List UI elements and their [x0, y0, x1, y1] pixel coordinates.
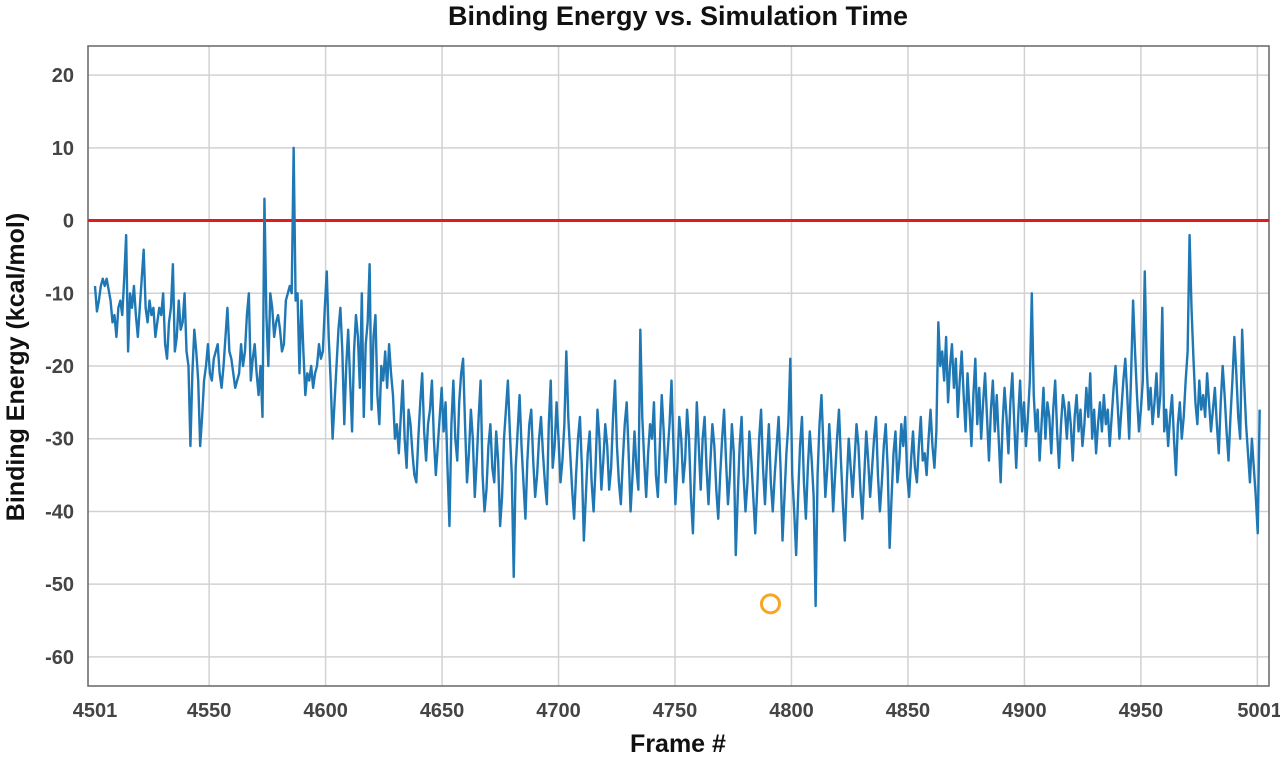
y-tick-label: -30: [45, 429, 74, 451]
y-tick-label: 0: [63, 211, 74, 233]
chart-title: Binding Energy vs. Simulation Time: [448, 1, 908, 31]
x-tick-label: 4750: [653, 700, 698, 722]
highlight-layer: [760, 593, 782, 615]
binding-energy-series-line: [93, 146, 1261, 608]
y-tick-label: -20: [45, 356, 74, 378]
y-tick-label: -40: [45, 501, 74, 523]
x-tick-label: 4800: [769, 700, 814, 722]
y-axis-label: Binding Energy (kcal/mol): [2, 213, 30, 521]
x-tick-label: 4600: [303, 700, 348, 722]
y-tick-label: 20: [52, 65, 74, 87]
x-axis-label: Frame #: [630, 730, 726, 757]
x-tick-label: 4650: [420, 700, 465, 722]
x-tick-label: 4950: [1119, 700, 1164, 722]
x-tick-label: 4900: [1002, 700, 1047, 722]
tick-labels: 20 10 0 -10 -20 -30 -40 -50 -60 4501 4550 4600 4650 4…: [45, 65, 1280, 722]
minimum-energy-marker: [760, 593, 782, 615]
x-tick-label: 4550: [187, 700, 232, 722]
x-tick-label: 4501: [73, 700, 118, 722]
x-tick-label: 5001: [1237, 700, 1280, 722]
plot-border: [87, 45, 1270, 687]
x-tick-label: 4850: [886, 700, 931, 722]
grid: [88, 46, 1269, 686]
x-tick-label: 4700: [536, 700, 581, 722]
y-tick-label: -60: [45, 647, 74, 669]
y-tick-label: -10: [45, 283, 74, 305]
series-layer: [93, 146, 1261, 608]
y-tick-label: 10: [52, 138, 74, 160]
y-tick-label: -50: [45, 574, 74, 596]
